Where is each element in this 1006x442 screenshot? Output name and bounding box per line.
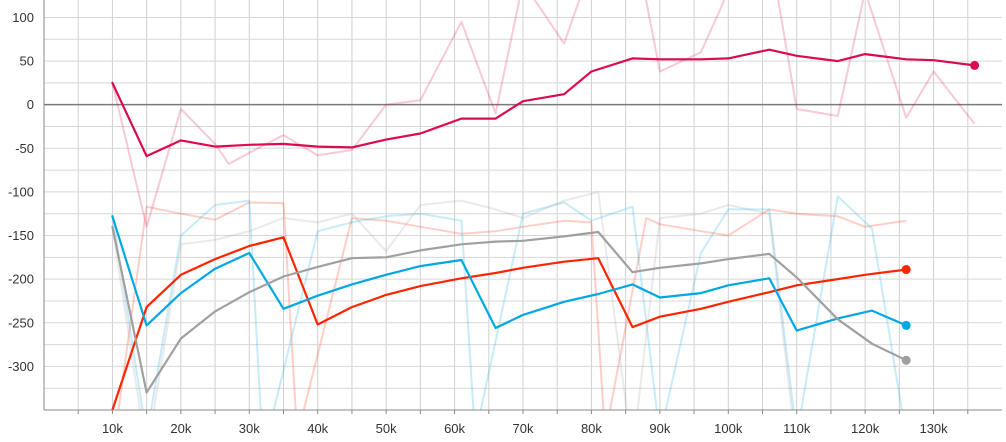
y-tick-label: 50	[20, 54, 34, 69]
raw-series-line	[111, 0, 976, 228]
x-tick-label: 110k	[783, 421, 811, 436]
series-endpoint-marker	[901, 265, 911, 275]
axes: 10k 20k 30k 40k 50k 60k 70k 80k 90k 100k 110k 120k 1…	[8, 0, 1002, 436]
series-line	[111, 48, 976, 158]
raw-series-layer	[111, 0, 976, 410]
series-endpoint-marker	[970, 60, 980, 70]
x-tick-label: 130k	[919, 421, 948, 436]
series-line	[111, 225, 908, 394]
y-tick-label: -50	[15, 141, 34, 156]
x-tick-label: 80k	[581, 421, 602, 436]
y-tick-label: -100	[8, 184, 34, 199]
x-tick-label: 70k	[513, 421, 534, 436]
x-tick-label: 90k	[649, 421, 670, 436]
x-tick-label: 60k	[444, 421, 465, 436]
y-tick-label: -300	[8, 359, 34, 374]
y-tick-label: -200	[8, 272, 34, 287]
y-tick-label: -250	[8, 315, 34, 330]
x-tick-label: 10k	[102, 421, 123, 436]
raw-series-line	[111, 190, 793, 410]
y-tick-label: 100	[12, 10, 34, 25]
x-tick-label: 50k	[376, 421, 397, 436]
series-endpoint-marker	[901, 355, 911, 365]
raw-series-line	[117, 201, 907, 410]
x-tick-label: 40k	[307, 421, 328, 436]
y-tick-label: 0	[27, 97, 34, 112]
grid	[44, 0, 1002, 410]
x-tick-label: 30k	[239, 421, 260, 436]
x-tick-label: 120k	[851, 421, 880, 436]
series-line	[111, 236, 908, 410]
series-line	[111, 215, 908, 332]
smoothed-series-layer	[111, 48, 976, 410]
y-tick-label: -150	[8, 228, 34, 243]
x-tick-label: 100k	[714, 421, 743, 436]
raw-series-line	[111, 195, 903, 410]
series-endpoint-marker	[901, 320, 911, 330]
x-tick-label: 20k	[170, 421, 191, 436]
